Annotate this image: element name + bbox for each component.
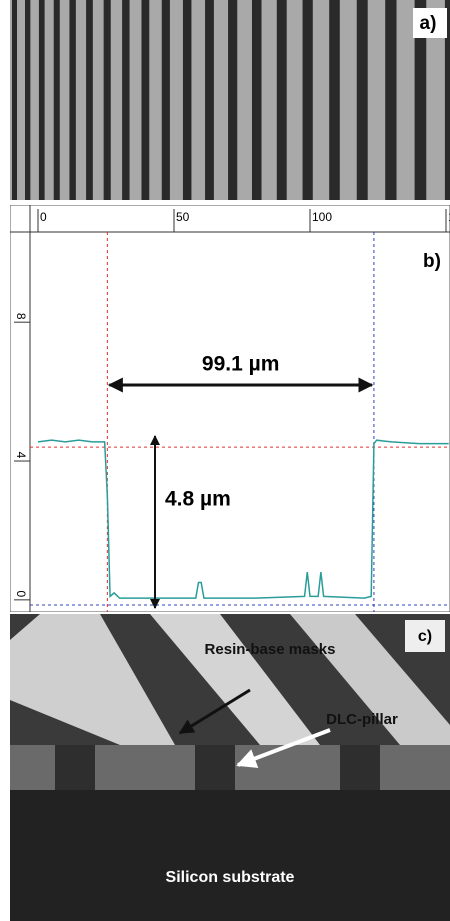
annotation: DLC-pillar <box>326 711 398 728</box>
stripe <box>356 0 368 200</box>
panel-c <box>10 614 450 921</box>
panel-label: a) <box>420 13 437 34</box>
stripe <box>53 0 60 200</box>
stripe <box>414 0 427 200</box>
stripe <box>302 0 313 200</box>
arrow <box>178 688 251 735</box>
stripe <box>182 0 192 200</box>
annotation: 99.1 µm <box>202 353 279 376</box>
annotation: 4.8 µm <box>165 488 231 511</box>
gap <box>195 745 235 790</box>
stripe <box>103 0 111 200</box>
x-tick-label: 0 <box>40 210 47 224</box>
x-tick-label: 150 <box>448 210 450 224</box>
substrate <box>10 790 450 921</box>
x-tick-label: 100 <box>312 210 332 224</box>
stripe <box>444 0 450 200</box>
label-box <box>405 620 445 652</box>
panel-b: 0 50 100 150 0 4 8 99.1 µm 4.8 µm <box>10 205 450 612</box>
stripe <box>86 0 93 200</box>
label-box <box>413 8 447 38</box>
stripe <box>122 0 130 200</box>
stripe <box>69 0 76 200</box>
gap <box>340 745 380 790</box>
panel-a <box>10 0 450 200</box>
stripe <box>161 0 170 200</box>
stripe <box>205 0 214 200</box>
y-tick-label: 0 <box>14 591 28 598</box>
annotation: Resin-base masks <box>205 641 336 658</box>
panel-label: b) <box>423 251 441 272</box>
stripe <box>329 0 340 200</box>
x-tick-label: 50 <box>176 210 190 224</box>
stripe <box>141 0 150 200</box>
stripe <box>38 0 45 200</box>
arrow <box>236 728 331 768</box>
stripe <box>12 0 17 200</box>
plot-frame <box>10 205 450 612</box>
stripe <box>228 0 238 200</box>
stripe <box>385 0 397 200</box>
resin-stripe <box>150 614 320 745</box>
stripe <box>251 0 262 200</box>
annotation: Silicon substrate <box>166 869 295 886</box>
resin-stripe <box>290 614 450 745</box>
panel-label: c) <box>418 628 432 645</box>
resin-stripe <box>10 614 175 745</box>
stripe <box>276 0 287 200</box>
profile-line <box>37 439 449 599</box>
y-tick-label: 4 <box>14 452 28 459</box>
y-tick-label: 8 <box>14 313 28 320</box>
stripe <box>25 0 31 200</box>
gap <box>55 745 95 790</box>
